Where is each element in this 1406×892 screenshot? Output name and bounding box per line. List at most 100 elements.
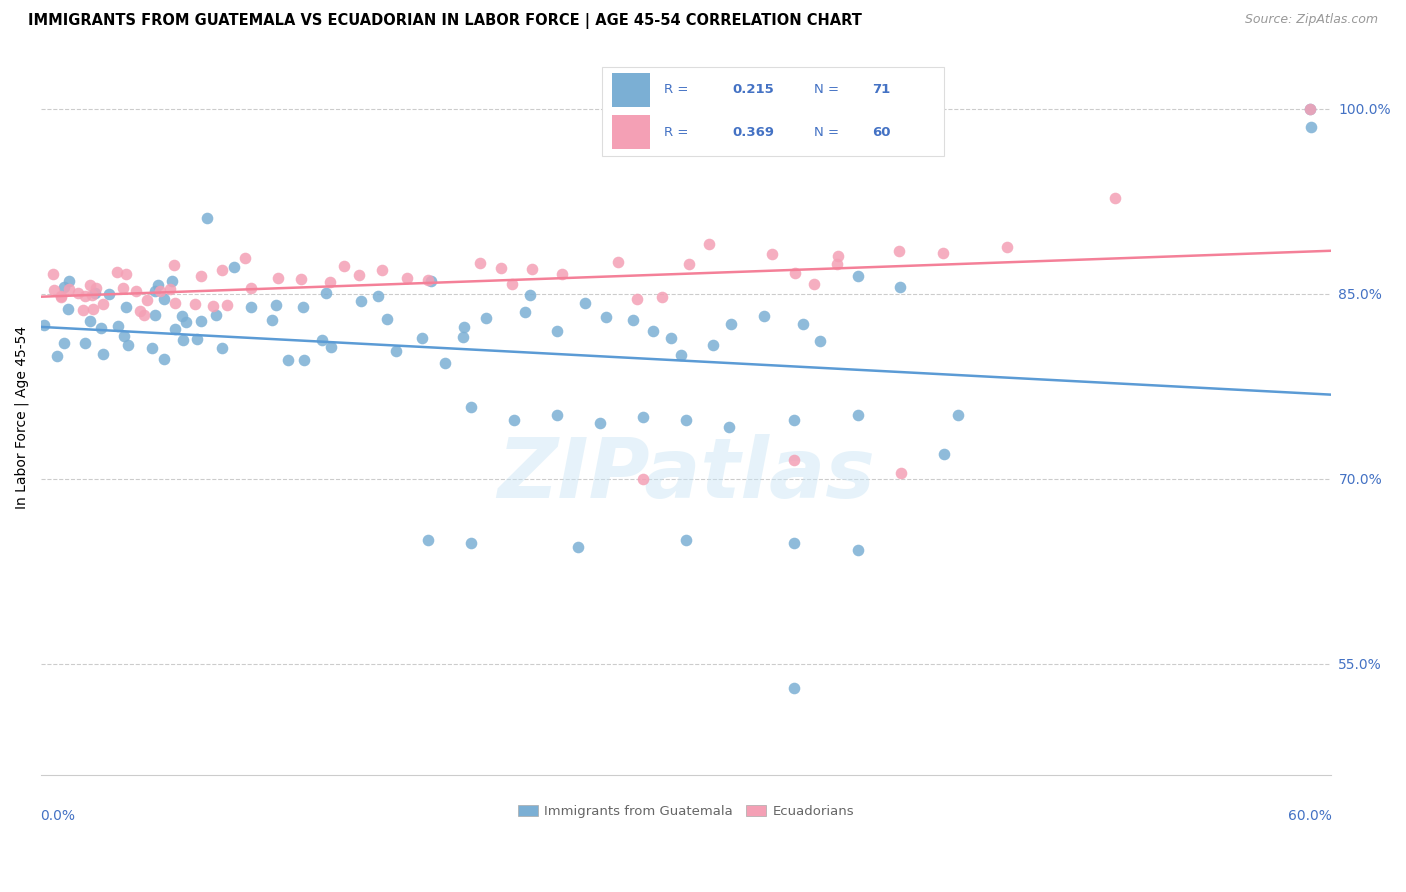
Point (371, 263, 394, 277)
Point (75, 336, 97, 351)
Point (170, 309, 193, 323)
Point (675, 533, 697, 548)
Point (112, 281, 135, 295)
Point (52, 335, 75, 350)
Point (58, 274, 80, 288)
Point (1301, 120, 1323, 135)
Point (174, 315, 197, 329)
Point (782, 681, 804, 696)
Point (262, 313, 284, 327)
Point (752, 310, 775, 324)
Point (661, 331, 683, 345)
Point (551, 267, 574, 281)
Point (143, 308, 166, 322)
Point (163, 295, 186, 310)
Point (418, 273, 440, 287)
Point (82, 301, 104, 316)
Point (782, 453, 804, 467)
Point (626, 292, 648, 306)
Point (827, 257, 849, 271)
Point (163, 322, 186, 336)
Point (79, 314, 101, 328)
Point (589, 417, 612, 431)
Point (574, 296, 596, 310)
Point (240, 300, 263, 314)
Point (520, 261, 543, 276)
Point (152, 351, 174, 366)
Point (669, 348, 692, 362)
Point (141, 341, 163, 355)
Point (827, 249, 849, 263)
Point (491, 260, 513, 275)
Point (792, 317, 814, 331)
Text: IMMIGRANTS FROM GUATEMALA VS ECUADORIAN IN LABOR FORCE | AGE 45-54 CORRELATION C: IMMIGRANTS FROM GUATEMALA VS ECUADORIAN … (28, 13, 862, 29)
Point (783, 266, 806, 280)
Point (651, 290, 673, 304)
Point (782, 412, 804, 426)
Point (1299, 102, 1322, 116)
Point (350, 294, 373, 309)
Point (419, 274, 441, 288)
Point (349, 268, 371, 282)
Point (184, 297, 207, 311)
Point (66, 285, 89, 300)
Point (42, 283, 65, 297)
Point (503, 412, 526, 426)
Point (460, 536, 482, 550)
Point (79, 278, 101, 293)
Point (890, 466, 912, 480)
Point (73, 289, 96, 303)
Point (128, 304, 150, 318)
Point (72, 302, 94, 317)
Point (80, 288, 103, 302)
Point (934, 447, 956, 461)
Point (621, 313, 644, 327)
Point (112, 329, 135, 343)
Point (105, 265, 128, 279)
Legend: Immigrants from Guatemala, Ecuadorians: Immigrants from Guatemala, Ecuadorians (513, 801, 858, 822)
Point (172, 333, 194, 347)
Point (205, 308, 228, 322)
Point (84, 281, 107, 295)
Point (290, 272, 312, 286)
Point (190, 268, 212, 283)
Point (416, 533, 439, 548)
Point (292, 353, 315, 368)
Point (195, 211, 218, 225)
Point (277, 352, 299, 367)
Point (595, 310, 617, 325)
Point (163, 258, 186, 272)
Point (56, 301, 79, 316)
Point (107, 318, 129, 333)
Point (384, 344, 406, 359)
Text: 0.0%: 0.0% (41, 809, 76, 823)
Point (146, 277, 169, 292)
Point (143, 284, 166, 298)
Point (53, 279, 76, 293)
Point (846, 543, 869, 558)
Point (97, 287, 120, 301)
Point (267, 271, 290, 285)
Point (42, 267, 65, 281)
Point (889, 280, 911, 294)
Point (470, 255, 492, 269)
Point (159, 282, 181, 296)
Point (720, 317, 742, 331)
Text: Source: ZipAtlas.com: Source: ZipAtlas.com (1244, 13, 1378, 27)
Point (333, 260, 356, 274)
Point (515, 305, 537, 319)
Point (222, 260, 245, 274)
Point (702, 338, 724, 352)
Point (675, 412, 697, 426)
Point (292, 300, 315, 314)
Point (375, 311, 398, 326)
Point (433, 356, 456, 370)
Point (718, 420, 741, 434)
Point (190, 314, 212, 328)
Point (58, 282, 80, 296)
Point (114, 300, 136, 314)
Point (233, 251, 256, 265)
Point (782, 536, 804, 550)
Point (91, 347, 114, 361)
Point (631, 472, 654, 486)
